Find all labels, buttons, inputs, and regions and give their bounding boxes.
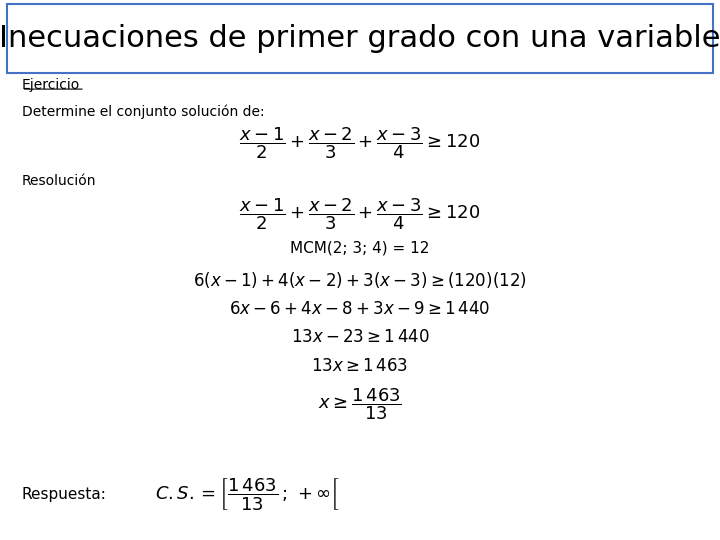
Text: $6x-6+4x-8+3x-9\geq 1\,440$: $6x-6+4x-8+3x-9\geq 1\,440$ [230,300,490,318]
Text: Determine el conjunto solución de:: Determine el conjunto solución de: [22,105,264,119]
Text: $13x\geq 1\,463$: $13x\geq 1\,463$ [312,356,408,375]
Text: MCM(2; 3; 4) = 12: MCM(2; 3; 4) = 12 [290,240,430,255]
Text: Resolución: Resolución [22,174,96,188]
Text: Inecuaciones de primer grado con una variable: Inecuaciones de primer grado con una var… [0,24,720,53]
Text: $\dfrac{x-1}{2}+\dfrac{x-2}{3}+\dfrac{x-3}{4}\geq 120$: $\dfrac{x-1}{2}+\dfrac{x-2}{3}+\dfrac{x-… [240,125,480,161]
Text: $13x-23\geq 1\,440$: $13x-23\geq 1\,440$ [291,328,429,347]
FancyBboxPatch shape [7,4,713,73]
Text: Respuesta:: Respuesta: [22,487,107,502]
Text: $\dfrac{x-1}{2}+\dfrac{x-2}{3}+\dfrac{x-3}{4}\geq 120$: $\dfrac{x-1}{2}+\dfrac{x-2}{3}+\dfrac{x-… [240,197,480,232]
Text: Ejercicio: Ejercicio [22,78,80,92]
Text: $6(x-1)+4(x-2)+3(x-3)\geq(120)(12)$: $6(x-1)+4(x-2)+3(x-3)\geq(120)(12)$ [193,269,527,290]
Text: $C.S.=\left[\dfrac{1\,463}{13}\,;\,+\infty\right[$: $C.S.=\left[\dfrac{1\,463}{13}\,;\,+\inf… [155,476,340,512]
Text: $x\geq\dfrac{1\,463}{13}$: $x\geq\dfrac{1\,463}{13}$ [318,386,402,422]
